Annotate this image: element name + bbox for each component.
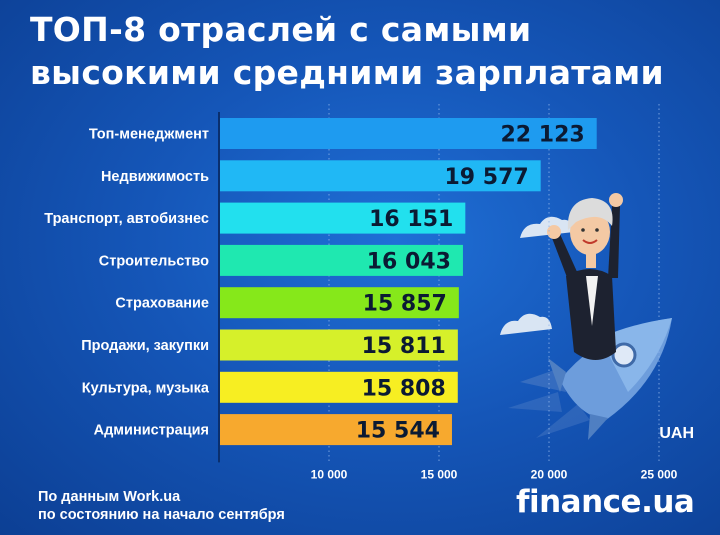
- bar: [220, 202, 466, 234]
- value-label: 16 043: [367, 249, 451, 274]
- bar: [220, 329, 458, 361]
- value-label: 19 577: [444, 165, 528, 190]
- bar: [220, 244, 463, 276]
- value-label: 15 857: [363, 292, 447, 317]
- x-tick-label: 20 000: [531, 467, 568, 481]
- x-tick-label: 15 000: [421, 467, 458, 481]
- title-line-2: высокими средними зарплатами: [30, 53, 664, 92]
- category-label: Администрация: [94, 423, 209, 439]
- finance-ua-logo: finance.ua: [516, 484, 695, 520]
- value-label: 15 544: [356, 419, 440, 444]
- source-note: По данным Work.ua по состоянию на начало…: [38, 488, 285, 524]
- logo-main: finance: [516, 484, 642, 520]
- value-label: 22 123: [501, 123, 585, 148]
- value-label: 16 151: [369, 207, 453, 232]
- source-line-1: По данным Work.ua: [38, 489, 181, 505]
- chart-title: ТОП-8 отраслей с самыми высокими средним…: [30, 8, 710, 94]
- category-label: Недвижимость: [101, 169, 209, 185]
- title-line-1: ТОП-8 отраслей с самыми: [30, 10, 532, 49]
- value-label: 15 811: [362, 334, 446, 359]
- rocket-illustration: [500, 193, 672, 440]
- category-label: Продажи, закупки: [81, 338, 209, 354]
- x-tick-label: 25 000: [641, 467, 678, 481]
- category-label: Транспорт, автобизнес: [44, 211, 209, 227]
- bar: [220, 371, 458, 403]
- x-tick-label: 10 000: [311, 467, 348, 481]
- plot-area: 10 000 15 000 20 000 25 000 Топ-менеджмент 22…: [44, 104, 694, 481]
- logo-suffix: .ua: [641, 484, 695, 520]
- bar: [220, 118, 597, 149]
- x-axis-unit-label: UAH: [659, 425, 694, 442]
- value-label: 15 808: [362, 376, 446, 401]
- category-label: Строительство: [99, 253, 209, 269]
- category-label: Страхование: [115, 296, 209, 312]
- category-label: Топ-менеджмент: [89, 127, 209, 143]
- category-label: Культура, музыка: [82, 380, 210, 396]
- bar: [220, 160, 541, 192]
- bar: [220, 287, 459, 319]
- bar: [220, 414, 452, 446]
- source-line-2: по состоянию на начало сентября: [38, 507, 285, 523]
